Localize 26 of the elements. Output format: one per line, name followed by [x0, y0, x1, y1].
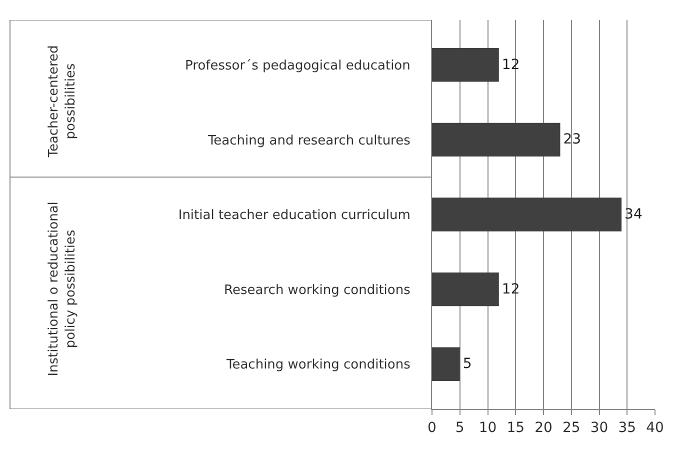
x-tick-label: 40 [646, 420, 664, 436]
data-label: 12 [502, 281, 520, 298]
data-label: 23 [563, 132, 582, 148]
x-tick-label: 20 [534, 420, 552, 436]
y-tick-label: Professor´s pedagogical education [185, 58, 410, 74]
data-label: 34 [624, 206, 642, 222]
bar [432, 48, 499, 82]
y-tick-label: Research working conditions [224, 282, 411, 298]
x-tick-label: 25 [562, 420, 580, 436]
y-tick-label: Teaching working conditions [225, 358, 411, 373]
x-tick-label: 10 [478, 420, 497, 436]
y-tick-label: Teaching and research cultures [206, 133, 411, 148]
data-label: 5 [462, 356, 472, 372]
bar [432, 198, 622, 232]
x-tick-label: 5 [455, 420, 464, 436]
x-tick-label: 30 [590, 420, 608, 436]
x-tick-label: 0 [428, 420, 436, 436]
bar [432, 347, 460, 381]
y-tick-label: Initial teacher education curriculum [178, 208, 410, 224]
bar [432, 272, 499, 306]
bar [432, 122, 560, 157]
data-label: 12 [502, 56, 520, 73]
x-tick-label: 35 [618, 420, 636, 436]
text: Teacher-centered possibilities [46, 45, 79, 158]
text: Institutional o reducational policy possibilities [46, 202, 79, 376]
x-tick-label: 15 [506, 420, 525, 436]
